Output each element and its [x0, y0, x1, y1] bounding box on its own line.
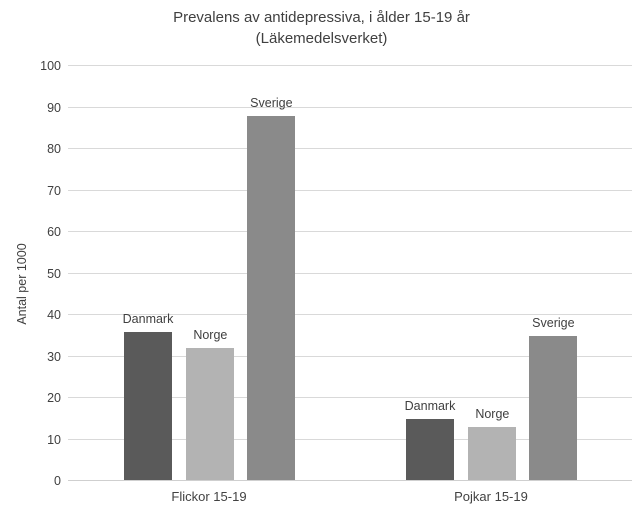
gridline [68, 189, 632, 191]
bar-danmark [406, 418, 454, 481]
bar-unit: Sverige [247, 66, 296, 481]
chart-title: Prevalens av antidepressiva, i ålder 15-… [173, 9, 470, 26]
bar-series-label: Danmark [122, 311, 174, 326]
bar-unit: Sverige [529, 66, 578, 481]
y-tick-label: 70 [47, 183, 61, 198]
bar-series-label: Norge [193, 328, 228, 343]
bar-series-label: Norge [475, 407, 510, 422]
gridline [68, 65, 632, 66]
bar-group-1: Danmark Norge Sverige [68, 66, 350, 481]
bar-sverige [529, 335, 578, 481]
y-tick-label: 80 [47, 142, 61, 156]
gridline [68, 355, 632, 357]
chart-subtitle: (Läkemedelsverket) [255, 30, 388, 47]
y-tick-label: 60 [47, 225, 61, 239]
gridline [68, 397, 632, 398]
x-category-label: Flickor 15-19 [171, 489, 247, 504]
bar-series-label: Sverige [532, 315, 575, 330]
bar-unit: Danmark [122, 66, 174, 481]
y-tick-label: 50 [47, 266, 61, 281]
y-tick-label: 20 [47, 391, 61, 405]
gridline [68, 314, 632, 315]
bar-norge [186, 348, 235, 481]
bar-norge [468, 427, 517, 481]
gridline [68, 106, 632, 108]
bar-series-label: Sverige [250, 95, 293, 110]
plot-area: 0 10 20 30 40 50 60 70 80 90 100 Danmark Norge Sverig… [40, 59, 632, 488]
bar-danmark [124, 331, 172, 481]
bar-series-label: Danmark [404, 398, 456, 413]
y-tick-label: 30 [47, 349, 61, 364]
bar-sverige [247, 115, 296, 481]
chart-title-block: Prevalens av antidepressiva, i ålder 15-… [0, 7, 643, 49]
x-axis-category-labels: Flickor 15-19 Pojkar 15-19 [68, 489, 632, 504]
bar-unit: Norge [186, 66, 235, 481]
y-tick-label: 10 [47, 432, 61, 447]
gridline [68, 148, 632, 149]
y-tick-label: 90 [47, 100, 61, 115]
y-tick-label: 100 [40, 59, 61, 73]
gridline [68, 231, 632, 232]
gridline [68, 272, 632, 274]
bar-unit: Norge [468, 66, 517, 481]
x-category-label: Pojkar 15-19 [454, 489, 528, 504]
bar-unit: Danmark [404, 66, 456, 481]
bar-group-2: Danmark Norge Sverige [350, 66, 632, 481]
y-tick-label: 40 [47, 308, 61, 322]
gridline [68, 438, 632, 440]
y-tick-label: 0 [54, 474, 61, 488]
x-axis-line [68, 480, 632, 481]
